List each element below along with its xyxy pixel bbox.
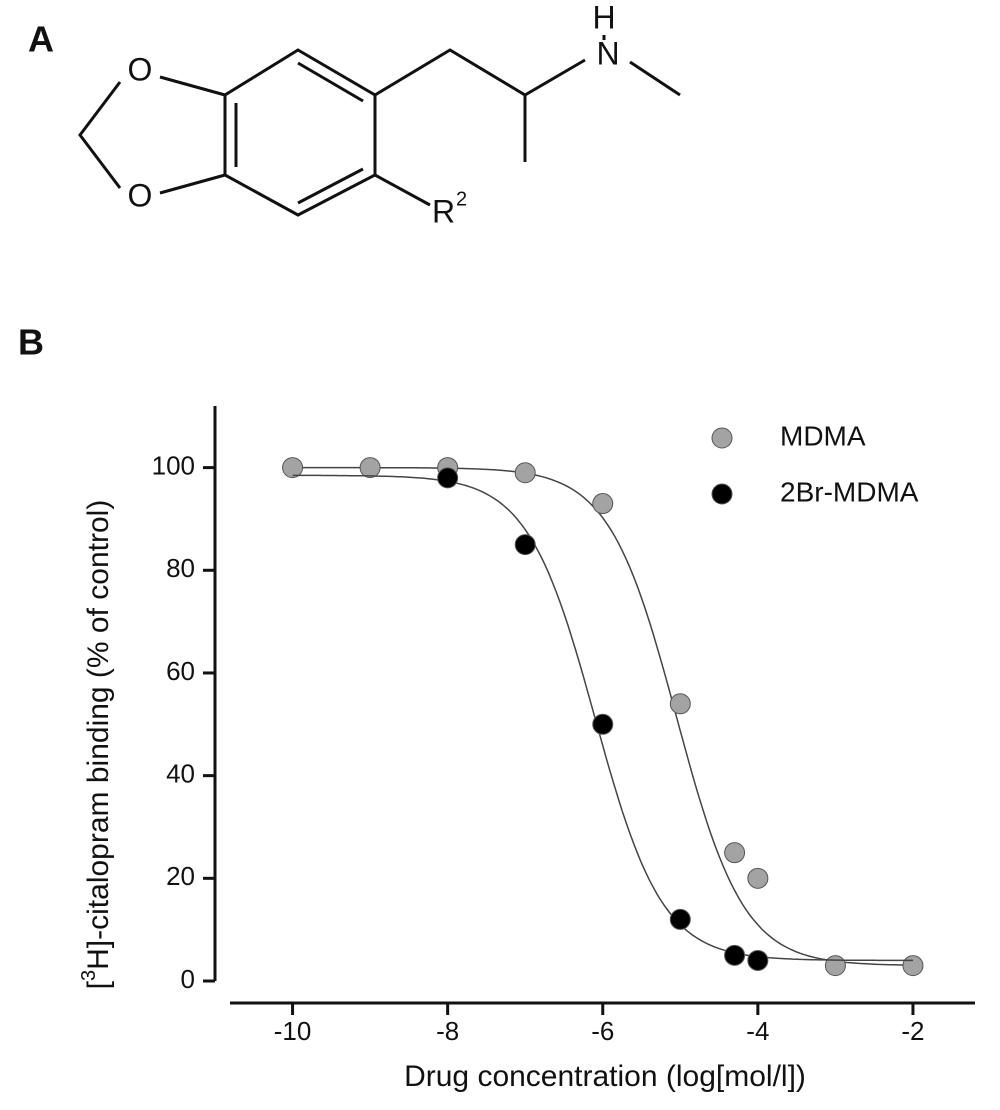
- x-axis-label: Drug concentration (log[mol/l]): [404, 1060, 806, 1093]
- legend-label: MDMA: [780, 420, 866, 451]
- atom: H: [592, 0, 615, 35]
- x-tick-label: -4: [746, 1016, 769, 1046]
- molecule: [78, 35, 681, 217]
- point: [514, 462, 536, 484]
- panel-label: B: [18, 322, 44, 363]
- y-axis-label: [3H]-citalopram binding (% of control): [78, 500, 115, 990]
- point: [437, 467, 459, 489]
- substituent-superscript: 2: [456, 188, 467, 210]
- atom: O: [128, 51, 153, 87]
- legend-marker: [711, 427, 733, 449]
- atom: N: [596, 35, 619, 71]
- y-tick-label: 100: [152, 450, 195, 480]
- point: [824, 955, 846, 977]
- y-tick-label: 60: [166, 656, 195, 686]
- x-tick-label: -10: [274, 1016, 312, 1046]
- point: [514, 534, 536, 556]
- point: [724, 944, 746, 966]
- point: [669, 908, 691, 930]
- point: [282, 457, 304, 479]
- point: [724, 842, 746, 864]
- point: [359, 457, 381, 479]
- x-tick-label: -6: [591, 1016, 614, 1046]
- ring: [223, 48, 377, 217]
- fit-curve: [292, 466, 914, 966]
- substituent: R: [432, 193, 455, 229]
- point: [669, 693, 691, 715]
- point: [747, 949, 769, 971]
- point: [592, 713, 614, 735]
- fit-curve: [292, 474, 913, 962]
- point: [747, 867, 769, 889]
- y-axis-label-part: [: [82, 980, 115, 989]
- y-tick-label: 20: [166, 861, 195, 891]
- dioxole: [78, 75, 226, 195]
- y-tick-label: 40: [166, 759, 195, 789]
- side-chain: [374, 35, 681, 207]
- legend-marker: [711, 483, 733, 505]
- point: [592, 493, 614, 515]
- y-tick-label: 80: [166, 553, 195, 583]
- double-bonds: [234, 61, 364, 205]
- y-tick-label: 0: [181, 964, 195, 994]
- x-tick-label: -2: [901, 1016, 924, 1046]
- atom: O: [128, 177, 153, 213]
- y-axis-label-part: H]-citalopram binding (% of control): [82, 500, 115, 970]
- x-tick-label: -8: [436, 1016, 459, 1046]
- legend-label: 2Br-MDMA: [780, 476, 919, 507]
- y-axis-label-part: 3: [78, 970, 100, 981]
- point: [902, 955, 924, 977]
- panel-label: A: [28, 19, 54, 60]
